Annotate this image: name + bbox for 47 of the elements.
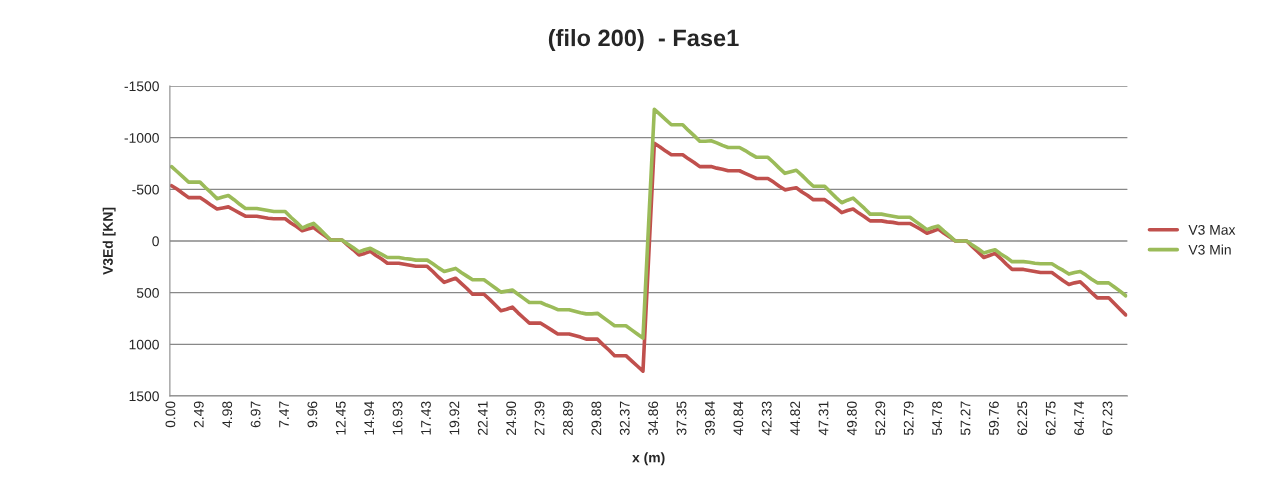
x-tick-label: 14.94 <box>364 401 375 435</box>
y-tick-label: 500 <box>136 288 159 298</box>
x-tick-label: 64.74 <box>1074 401 1084 435</box>
legend-label: V3 Min <box>1188 244 1231 255</box>
x-tick-label: 47.31 <box>818 401 829 436</box>
x-tick-label: 59.76 <box>988 401 999 436</box>
x-tick-label: 44.82 <box>790 401 801 436</box>
x-tick-label: 67.23 <box>1102 401 1113 435</box>
x-tick-label: 17.43 <box>421 401 431 435</box>
x-tick-label: 57.27 <box>960 401 971 436</box>
x-tick-label: 40.84 <box>733 401 744 436</box>
x-tick-label: 2.49 <box>193 401 204 428</box>
x-tick-label: 29.88 <box>591 401 602 435</box>
x-tick-label: 27.39 <box>534 401 545 435</box>
x-tick-label: 54.78 <box>932 401 943 436</box>
x-tick-label: 6.97 <box>250 401 261 428</box>
x-tick-label: 22.41 <box>477 401 488 435</box>
y-tick-label: -1000 <box>124 133 159 143</box>
x-tick-label: 37.35 <box>676 401 687 436</box>
x-tick-label: 4.98 <box>222 401 233 428</box>
x-tick-label: 34.86 <box>648 401 659 436</box>
line-series <box>169 107 1128 340</box>
x-tick-label: 19.92 <box>449 401 460 435</box>
y-tick-label: 0 <box>152 236 159 247</box>
x-tick-label: 62.75 <box>1045 401 1056 435</box>
x-tick-label: 28.89 <box>563 401 573 435</box>
legend-label: V3 Max <box>1188 224 1236 235</box>
x-tick-label: 52.79 <box>903 401 914 436</box>
y-tick-label: 1500 <box>129 391 159 402</box>
y-tick-label: -1500 <box>124 81 159 92</box>
y-tick-label: 1000 <box>129 339 159 350</box>
x-tick-label: 0.00 <box>165 401 176 428</box>
x-tick-label: 52.29 <box>875 401 886 436</box>
y-tick-label: -500 <box>132 184 159 195</box>
x-axis-title: x (m) <box>632 452 665 466</box>
x-tick-label: 49.80 <box>847 401 857 436</box>
x-tick-label: 12.45 <box>335 401 346 435</box>
chart-title: (filo 200) - Fase1 <box>548 29 739 51</box>
x-tick-label: 39.84 <box>705 401 715 436</box>
x-tick-label: 62.25 <box>1017 401 1028 435</box>
y-axis-title: V3Ed [KN] <box>102 207 116 275</box>
x-tick-label: 7.47 <box>279 401 289 428</box>
x-tick-label: 9.96 <box>307 401 318 428</box>
x-tick-label: 42.33 <box>761 401 772 436</box>
x-tick-label: 32.37 <box>619 401 630 436</box>
x-tick-label: 24.90 <box>506 401 517 435</box>
x-tick-label: 16.93 <box>392 401 403 435</box>
